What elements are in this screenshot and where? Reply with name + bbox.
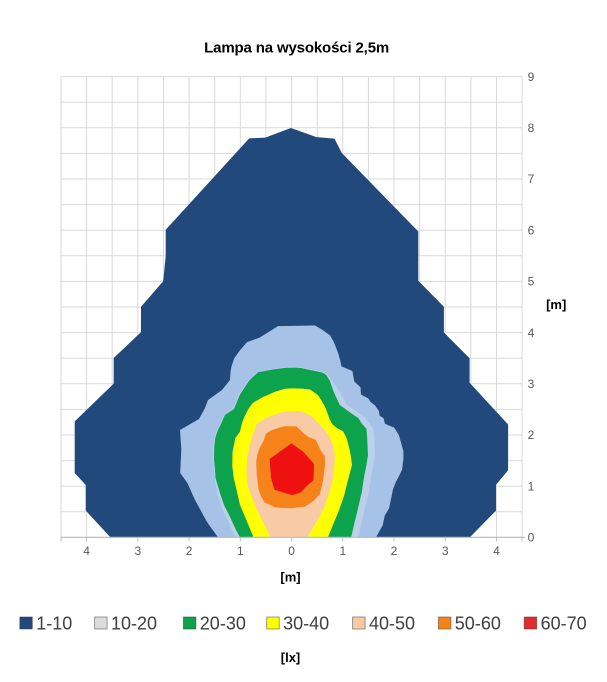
svg-text:5: 5 [528,275,535,289]
svg-text:[m]: [m] [280,570,300,585]
svg-text:1-10: 1-10 [36,613,72,633]
svg-text:9: 9 [528,70,535,84]
svg-text:20-30: 20-30 [200,613,246,633]
svg-text:0: 0 [528,531,535,545]
svg-text:4: 4 [83,544,90,558]
svg-text:40-50: 40-50 [369,613,415,633]
svg-text:4: 4 [493,544,500,558]
svg-text:3: 3 [134,544,141,558]
svg-text:10-20: 10-20 [111,613,157,633]
svg-text:[lx]: [lx] [281,650,301,665]
svg-text:3: 3 [528,377,535,391]
svg-text:0: 0 [288,544,295,558]
svg-text:1: 1 [237,544,244,558]
svg-text:1: 1 [528,479,535,493]
svg-text:2: 2 [391,544,398,558]
svg-text:6: 6 [528,223,535,237]
svg-text:3: 3 [442,544,449,558]
svg-text:Lampa na wysokości 2,5m: Lampa na wysokości 2,5m [204,40,389,57]
svg-text:8: 8 [528,121,535,135]
svg-text:60-70: 60-70 [541,613,587,633]
svg-text:4: 4 [528,326,535,340]
svg-text:2: 2 [186,544,193,558]
svg-text:30-40: 30-40 [283,613,329,633]
svg-text:1: 1 [339,544,346,558]
svg-text:7: 7 [528,172,535,186]
svg-text:50-60: 50-60 [455,613,501,633]
svg-text:[m]: [m] [546,297,566,312]
svg-text:2: 2 [528,428,535,442]
